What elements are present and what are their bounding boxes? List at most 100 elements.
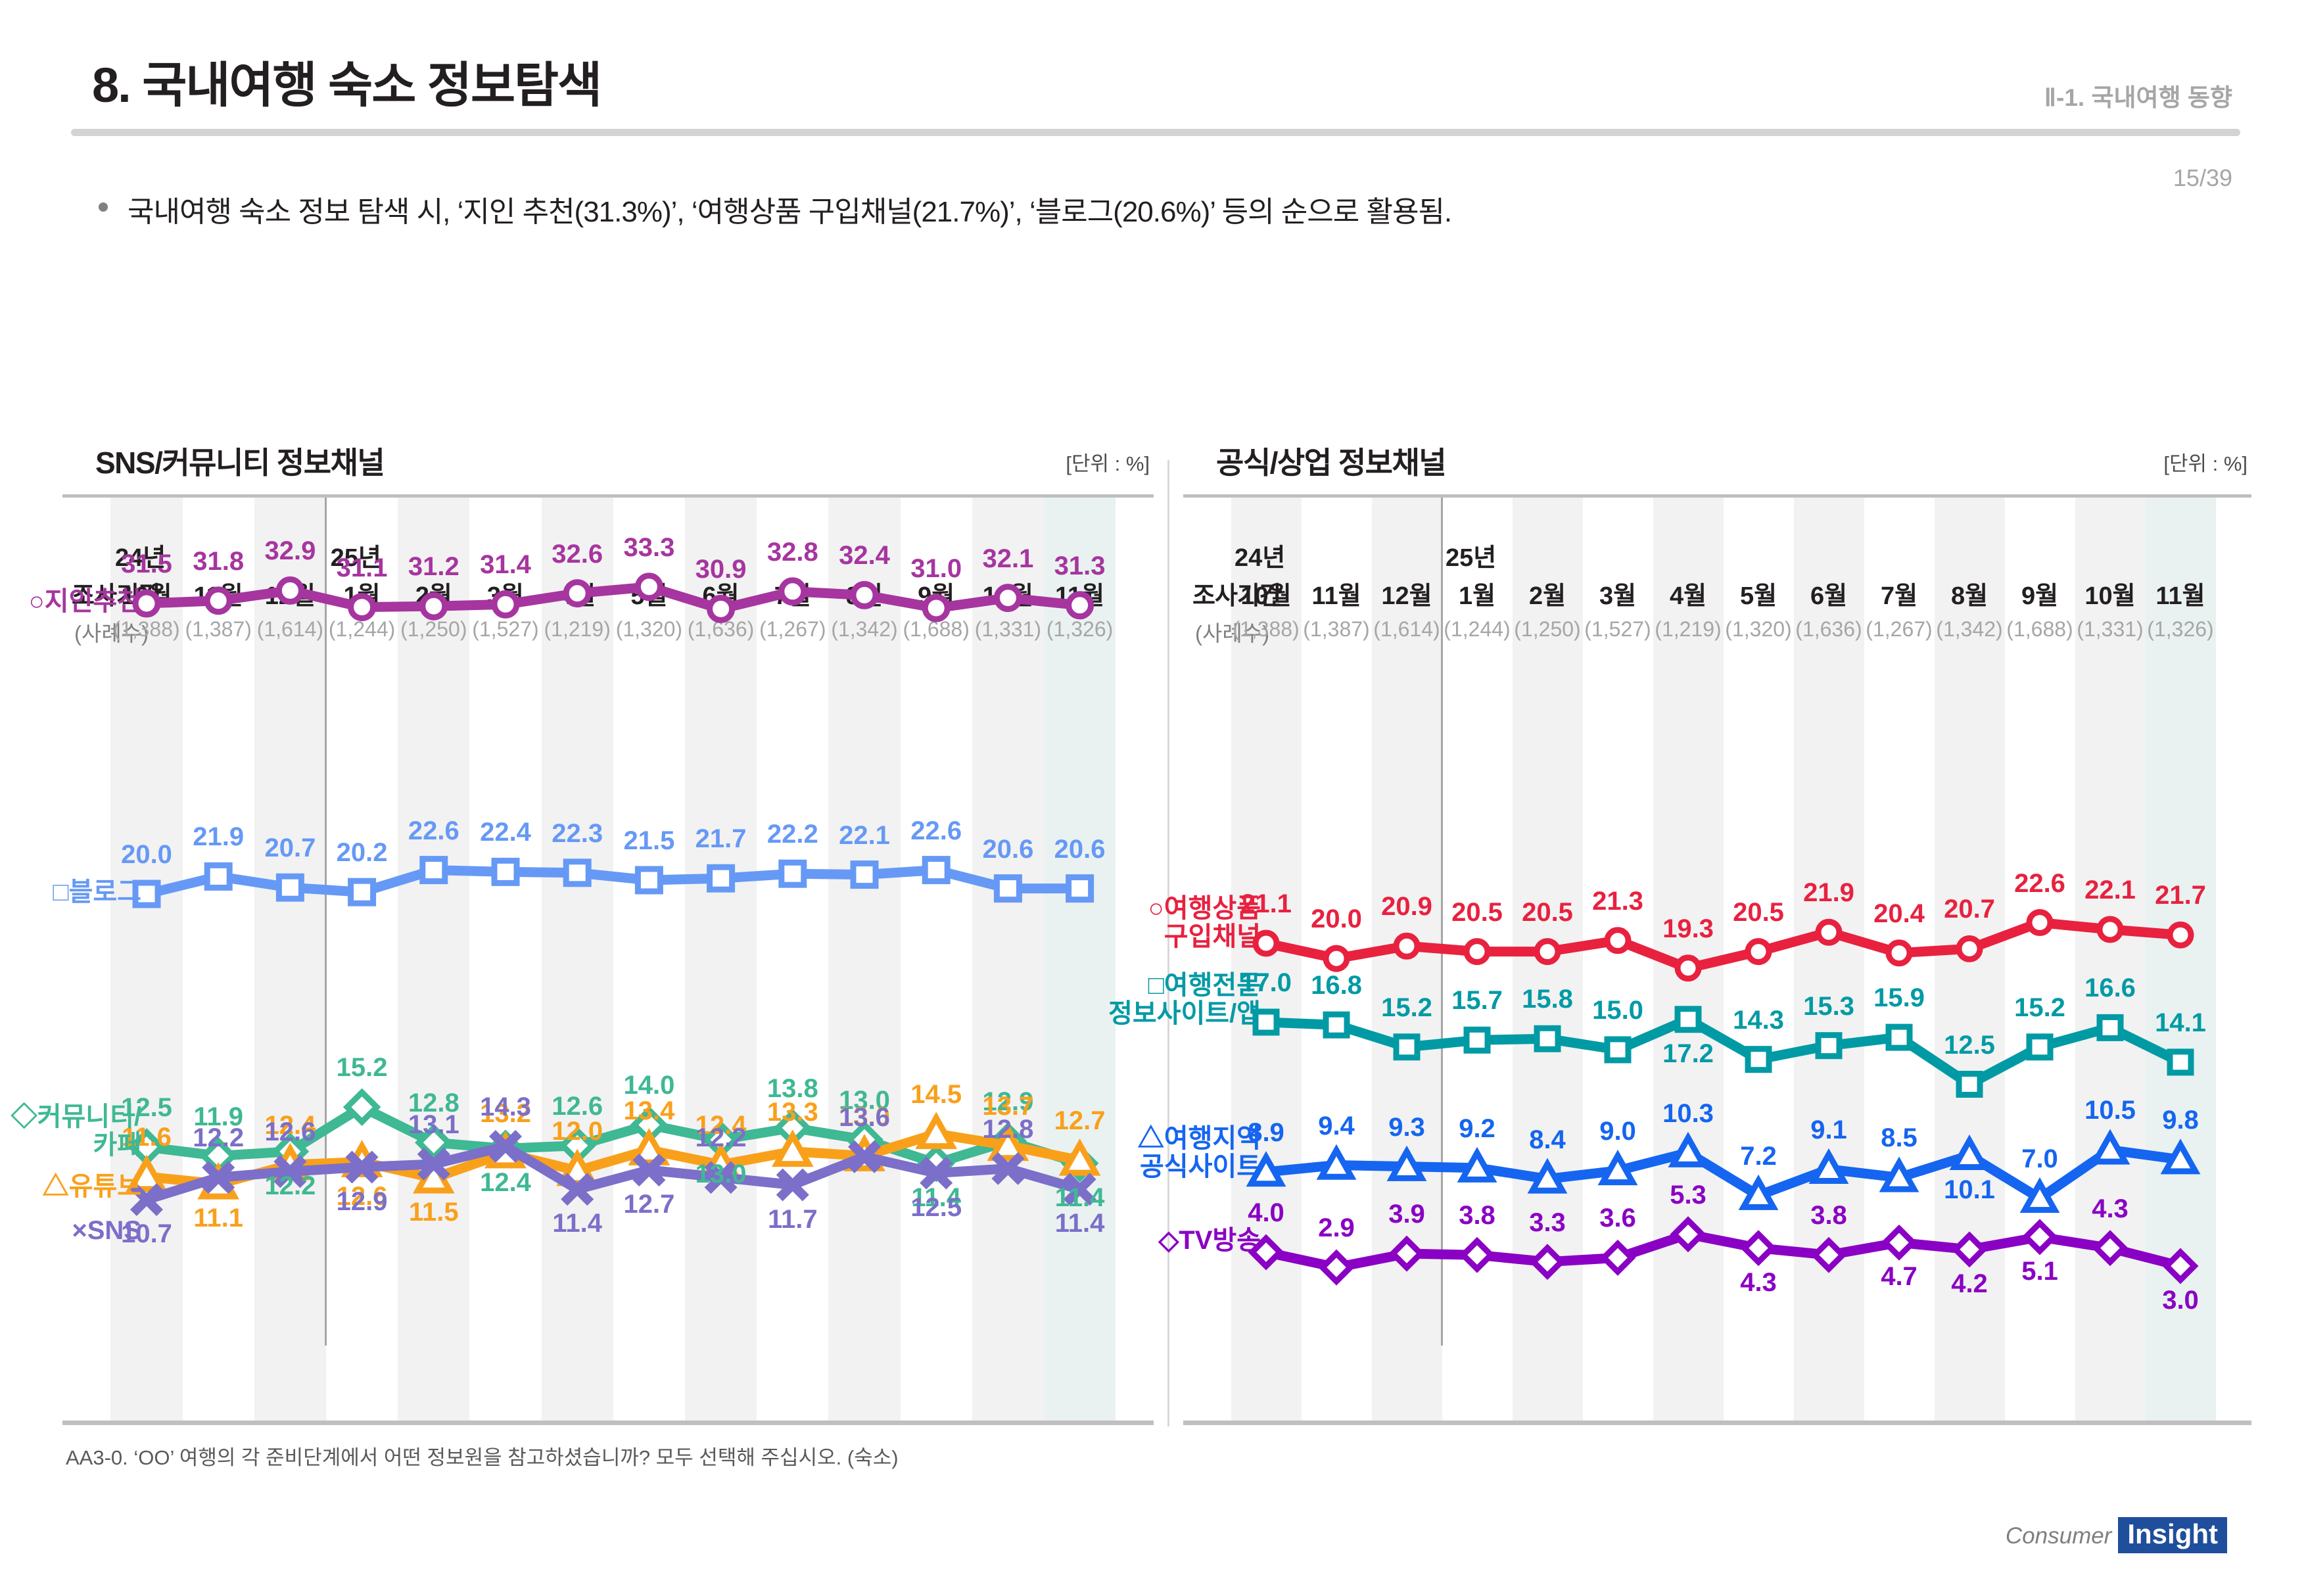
column-band xyxy=(972,498,1044,1420)
data-label: 10.5 xyxy=(2084,1096,2136,1125)
data-label: 31.2 xyxy=(408,552,459,582)
legend-item-여행상품[interactable]: ○여행상품 구입채널 xyxy=(1148,894,1261,952)
data-label: 11.5 xyxy=(408,1198,459,1227)
legend-item-여행전문[interactable]: □여행전문 정보사이트/앱 xyxy=(1108,971,1261,1028)
data-label: 14.0 xyxy=(623,1071,675,1100)
data-label: 22.2 xyxy=(766,820,818,849)
data-label: 4.3 xyxy=(1740,1267,1777,1297)
data-label: 20.4 xyxy=(1873,899,1925,928)
legend-marker-icon: △ xyxy=(42,1172,69,1201)
panel-unit-right: [단위 : %] xyxy=(2163,452,2247,475)
data-label: 16.6 xyxy=(2084,974,2136,1003)
sample-size-cell: (1,326) xyxy=(1046,617,1114,641)
data-label: 9.1 xyxy=(1810,1115,1847,1144)
month-header: 5월 xyxy=(1739,582,1777,610)
chart-panel-sns: SNS/커뮤니티 정보채널 [단위 : %] 조사기간 (사례수) 24년 25년… xyxy=(11,434,1154,1433)
sample-size-cell: (1,326) xyxy=(2147,617,2214,641)
data-label: 3.3 xyxy=(1529,1208,1566,1237)
sample-size-cell: (1,614) xyxy=(256,617,324,641)
data-label: 8.9 xyxy=(1248,1118,1284,1147)
sample-size-cell: (1,342) xyxy=(1936,617,2003,641)
legend-item-여행지역[interactable]: △여행지역 공식사이트 xyxy=(1137,1124,1261,1181)
column-band xyxy=(541,498,613,1420)
data-label: 11.4 xyxy=(552,1209,603,1238)
data-label: 32.1 xyxy=(982,544,1034,573)
data-label: 12.4 xyxy=(264,1111,316,1140)
legend-marker-icon: ○ xyxy=(28,587,45,616)
data-label: 17.2 xyxy=(1662,1039,1714,1068)
bullet-dot-icon xyxy=(99,202,108,212)
legend-marker-icon: △ xyxy=(1137,1124,1164,1153)
data-label: 12.6 xyxy=(336,1181,388,1211)
data-label: 21.1 xyxy=(1240,889,1292,918)
chart-panel-official: 공식/상업 정보채널 [단위 : %] 조사기간 (사례수) 24년 25년 10월… xyxy=(1108,434,2251,1433)
legend-marker-icon: □ xyxy=(1148,971,1164,1000)
data-label: 9.4 xyxy=(1318,1111,1355,1140)
data-label: 12.7 xyxy=(623,1190,675,1219)
data-label: 19.3 xyxy=(1662,914,1714,943)
year-label-2025: 25년 xyxy=(330,544,381,572)
data-label: 9.0 xyxy=(1599,1116,1636,1146)
column-band xyxy=(1044,498,1116,1420)
data-label: 15.2 xyxy=(2014,993,2065,1022)
month-header: 6월 xyxy=(1810,582,1848,610)
brand-logo: Consumer Insight xyxy=(2006,1517,2227,1553)
sample-size-cell: (1,219) xyxy=(1655,617,1722,641)
data-label: 15.7 xyxy=(1451,986,1503,1016)
row-label-cases: (사례수) xyxy=(74,621,149,645)
sample-size-cell: (1,320) xyxy=(1725,617,1792,641)
legend-item-SNS[interactable]: ×SNS xyxy=(72,1216,141,1245)
month-header: 3월 xyxy=(1599,582,1637,610)
legend-item-블로그[interactable]: □블로그 xyxy=(53,878,141,906)
data-label: 12.4 xyxy=(695,1111,747,1140)
data-label: 13.3 xyxy=(766,1097,818,1127)
data-label: 31.8 xyxy=(193,546,245,576)
panel-baseline-left xyxy=(62,1420,1154,1425)
column-bands-right xyxy=(1183,498,2251,1420)
data-label: 15.9 xyxy=(1873,983,1925,1013)
sample-size-cell: (1,250) xyxy=(1514,617,1581,641)
data-label: 11.4 xyxy=(1054,1183,1105,1212)
data-label: 13.1 xyxy=(408,1110,459,1139)
sample-size-cell: (1,387) xyxy=(1303,617,1370,641)
legend-label: TV방송 xyxy=(1179,1226,1261,1255)
data-label: 10.7 xyxy=(121,1219,172,1248)
data-label: 31.3 xyxy=(1054,551,1106,580)
legend-item-커뮤니티[interactable]: ◇커뮤니티/카페 xyxy=(11,1102,141,1160)
legend-marker-icon: ◇ xyxy=(11,1102,37,1131)
data-label: 12.9 xyxy=(982,1087,1034,1116)
legend-marker-icon: □ xyxy=(53,878,69,906)
legend-label-line2: 구입채널 xyxy=(1164,922,1261,952)
panel-top-rule-left xyxy=(62,494,1154,498)
legend-label: SNS xyxy=(87,1216,141,1245)
data-label: 7.0 xyxy=(2021,1144,2058,1173)
sample-size-cell: (1,688) xyxy=(2006,617,2073,641)
panel-baseline-right xyxy=(1183,1420,2251,1425)
month-header: 10월 xyxy=(1240,582,1292,610)
sample-size-cell: (1,320) xyxy=(615,617,683,641)
data-label: 11.9 xyxy=(193,1102,244,1131)
legend-label: 여행지역 xyxy=(1164,1124,1261,1153)
data-label: 13.0 xyxy=(839,1102,890,1131)
data-label: 15.2 xyxy=(1381,993,1432,1022)
footnote: AA3-0. ‘OO’ 여행의 각 준비단계에서 어떤 정보원을 참고하셨습니까… xyxy=(66,1446,899,1469)
data-label: 12.4 xyxy=(480,1168,531,1198)
data-label: 22.6 xyxy=(408,816,459,845)
data-label: 15.3 xyxy=(1803,991,1854,1021)
data-label: 21.5 xyxy=(623,826,675,855)
data-label: 17.0 xyxy=(1240,968,1292,997)
legend-item-지인추천[interactable]: ○지인추천 xyxy=(28,587,141,616)
year-divider xyxy=(1440,498,1443,1346)
data-label: 14.3 xyxy=(1733,1005,1784,1035)
data-label: 22.4 xyxy=(480,818,531,847)
column-band xyxy=(2075,498,2146,1420)
sample-size-cell: (1,388) xyxy=(1233,617,1300,641)
sample-size-cell: (1,331) xyxy=(974,617,1042,641)
year-divider xyxy=(325,498,327,1346)
legend-item-유튜브[interactable]: △유튜브 xyxy=(42,1172,141,1201)
panel-title-right: 공식/상업 정보채널 xyxy=(1216,446,1447,480)
data-label: 14.5 xyxy=(910,1079,962,1109)
legend-item-TV방송[interactable]: ◇TV방송 xyxy=(1159,1226,1261,1255)
data-label: 9.8 xyxy=(2162,1106,2199,1135)
data-label: 20.5 xyxy=(1522,897,1573,927)
